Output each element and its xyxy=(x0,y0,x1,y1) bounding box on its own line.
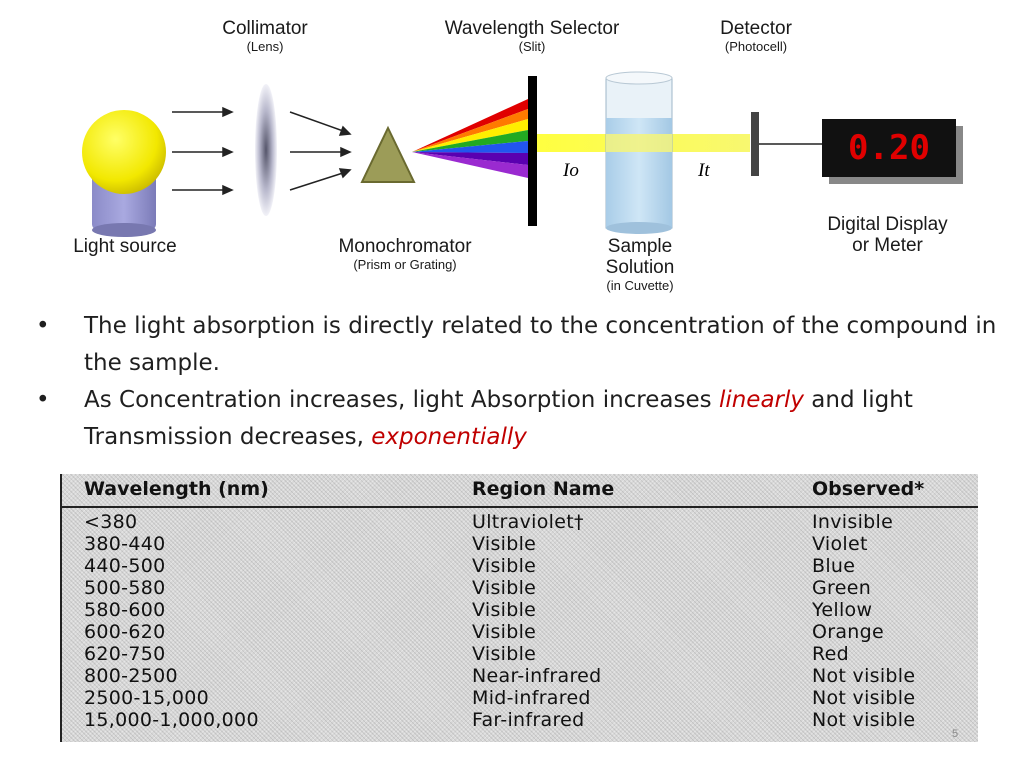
cell-wavelength: 580-600 xyxy=(84,599,166,621)
sample-subtitle: (in Cuvette) xyxy=(606,278,674,293)
sample-label: Sample Solution (in Cuvette) xyxy=(580,236,700,293)
selector-subtitle: (Slit) xyxy=(518,39,546,54)
cell-region: Near-infrared xyxy=(472,665,602,687)
cell-wavelength: 440-500 xyxy=(84,555,166,577)
table-row: 380-440 Visible Violet xyxy=(62,533,978,555)
cell-wavelength: 500-580 xyxy=(84,577,166,599)
display-title-line2: or Meter xyxy=(852,235,923,256)
cell-observed: Yellow xyxy=(812,599,873,621)
table-row: <380 Ultraviolet† Invisible xyxy=(62,511,978,533)
table-row: 600-620 Visible Orange xyxy=(62,621,978,643)
bullet-dot: • xyxy=(36,313,50,339)
collimated-rays xyxy=(289,111,352,191)
cell-wavelength: 600-620 xyxy=(84,621,166,643)
table-row: 440-500 Visible Blue xyxy=(62,555,978,577)
cell-observed: Blue xyxy=(812,555,856,577)
monochromator-label: Monochromator (Prism or Grating) xyxy=(310,236,500,272)
display-reading: 0.20 xyxy=(848,128,930,168)
cell-observed: Not visible xyxy=(812,687,916,709)
bullet-text-prefix: As Concentration increases, light Absorp… xyxy=(84,387,719,413)
digital-display-icon xyxy=(822,119,963,184)
column-header-wavelength: Wavelength (nm) xyxy=(84,478,269,500)
table-row: 500-580 Visible Green xyxy=(62,577,978,599)
table-header: Wavelength (nm) Region Name Observed* xyxy=(62,474,978,508)
cell-region: Far-infrared xyxy=(472,709,585,731)
collimator-lens-icon xyxy=(255,84,277,216)
cell-observed: Not visible xyxy=(812,709,916,731)
collimator-title: Collimator xyxy=(222,18,308,39)
cell-wavelength: 800-2500 xyxy=(84,665,178,687)
cell-region: Visible xyxy=(472,533,537,555)
incident-intensity-label: Io xyxy=(563,160,579,181)
table-row: 580-600 Visible Yellow xyxy=(62,599,978,621)
cell-observed: Invisible xyxy=(812,511,894,533)
selector-label: Wavelength Selector (Slit) xyxy=(412,18,652,54)
bullet-item: • The light absorption is directly relat… xyxy=(28,308,1008,382)
column-header-observed: Observed* xyxy=(812,478,925,500)
bullet-emphasis-linearly: linearly xyxy=(718,387,804,413)
cell-wavelength: 2500-15,000 xyxy=(84,687,209,709)
cell-region: Ultraviolet† xyxy=(472,511,584,533)
cell-region: Visible xyxy=(472,621,537,643)
table-row: 800-2500 Near-infrared Not visible xyxy=(62,665,978,687)
table-row: 15,000-1,000,000 Far-infrared Not visibl… xyxy=(62,709,978,731)
detector-label: Detector (Photocell) xyxy=(686,18,826,54)
bullet-emphasis-exponentially: exponentially xyxy=(371,424,527,450)
collimator-label: Collimator (Lens) xyxy=(190,18,340,54)
display-title-line1: Digital Display xyxy=(827,214,948,235)
cell-wavelength: 380-440 xyxy=(84,533,166,555)
cell-region: Visible xyxy=(472,599,537,621)
bullet-dot: • xyxy=(36,387,50,413)
table-row: 620-750 Visible Red xyxy=(62,643,978,665)
cell-wavelength: 620-750 xyxy=(84,643,166,665)
cell-observed: Red xyxy=(812,643,849,665)
transmitted-intensity-label: It xyxy=(698,160,710,181)
cell-region: Mid-infrared xyxy=(472,687,591,709)
bullet-text-middle: and light Transmission decreases, xyxy=(84,387,913,450)
display-label: Digital Display or Meter xyxy=(800,214,975,256)
cell-wavelength: 15,000-1,000,000 xyxy=(84,709,259,731)
spectrophotometer-diagram xyxy=(82,71,963,237)
light-source-icon xyxy=(82,110,166,237)
bullet-text: The light absorption is directly related… xyxy=(84,313,997,376)
cell-wavelength: <380 xyxy=(84,511,138,533)
light-source-label: Light source xyxy=(73,236,177,257)
cell-observed: Not visible xyxy=(812,665,916,687)
selector-title: Wavelength Selector xyxy=(444,18,620,39)
prism-icon xyxy=(360,125,416,183)
bullet-list: • The light absorption is directly relat… xyxy=(28,308,1008,456)
detector-subtitle: (Photocell) xyxy=(724,39,788,54)
cell-observed: Green xyxy=(812,577,872,599)
cell-region: Visible xyxy=(472,555,537,577)
sample-title-line1: Sample xyxy=(607,236,673,257)
slit-icon xyxy=(528,76,537,226)
bullet-item: • As Concentration increases, light Abso… xyxy=(28,382,1008,456)
cell-observed: Orange xyxy=(812,621,885,643)
cell-observed: Violet xyxy=(812,533,868,555)
table-row: 2500-15,000 Mid-infrared Not visible xyxy=(62,687,978,709)
sample-title-line2: Solution xyxy=(605,257,675,278)
detector-title: Detector xyxy=(720,18,792,39)
monochromator-subtitle: (Prism or Grating) xyxy=(353,257,457,272)
cell-region: Visible xyxy=(472,577,537,599)
incident-rays xyxy=(172,106,234,196)
collimator-subtitle: (Lens) xyxy=(246,39,284,54)
spectrum-fan xyxy=(412,99,528,178)
page-number: 5 xyxy=(952,728,959,740)
monochromator-title: Monochromator xyxy=(338,236,472,257)
cuvette-icon xyxy=(605,71,673,234)
wavelength-region-table: Wavelength (nm) Region Name Observed* <3… xyxy=(60,474,978,742)
cell-region: Visible xyxy=(472,643,537,665)
detector-photocell-icon xyxy=(751,112,759,176)
column-header-region: Region Name xyxy=(472,478,615,500)
